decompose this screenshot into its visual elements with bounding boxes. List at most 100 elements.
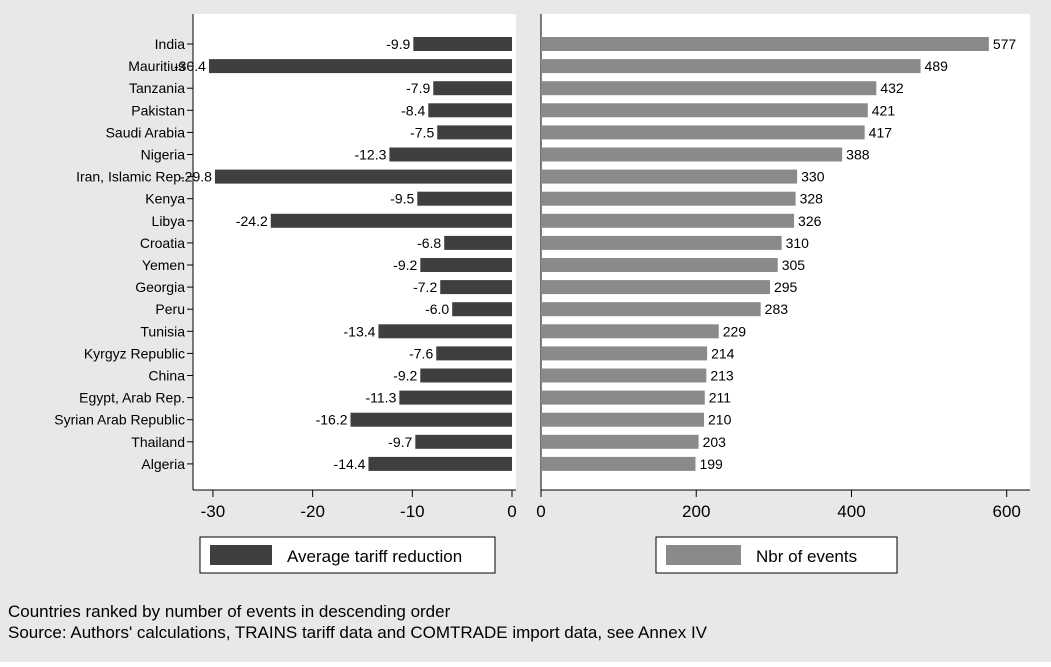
events-bar <box>541 103 868 118</box>
category-label: Syrian Arab Republic <box>54 412 185 428</box>
events-value-label: 328 <box>800 191 824 207</box>
tariff-value-label: -8.4 <box>401 102 425 118</box>
note-ranking: Countries ranked by number of events in … <box>8 602 451 621</box>
tariff-bar <box>208 59 513 74</box>
category-label: China <box>148 368 185 384</box>
tariff-value-label: -13.4 <box>344 323 376 339</box>
tariff-x-tick-label: -10 <box>400 502 425 521</box>
tariff-value-label: -7.2 <box>413 279 437 295</box>
events-x-tick-label: 0 <box>536 502 545 521</box>
events-value-label: 388 <box>846 147 870 163</box>
events-x-tick-label: 400 <box>837 502 865 521</box>
events-bar <box>541 37 989 51</box>
tariff-x-tick-label: 0 <box>507 502 516 521</box>
tariff-value-label: -29.8 <box>180 169 212 185</box>
category-label: Kyrgyz Republic <box>84 345 185 361</box>
tariff-value-label: -6.8 <box>417 235 441 251</box>
category-label: Libya <box>152 213 186 229</box>
tariff-x-tick-label: -30 <box>201 502 226 521</box>
tariff-bar <box>428 103 513 118</box>
tariff-bar <box>440 280 513 295</box>
category-label: Yemen <box>142 257 185 273</box>
events-bar <box>541 59 921 74</box>
category-label: Saudi Arabia <box>106 124 186 140</box>
events-value-label: 489 <box>925 58 949 74</box>
tariff-bar <box>417 191 513 206</box>
events-bar <box>541 456 696 471</box>
events-value-label: 295 <box>774 279 798 295</box>
tariff-value-label: -7.9 <box>406 80 430 96</box>
events-panel: 0 200 400 600 577 489 432 421 417 388 330 328 326 310… <box>536 14 1030 574</box>
tariff-bar <box>399 390 513 405</box>
tariff-bar <box>420 258 513 272</box>
tariff-value-label: -7.6 <box>409 345 433 361</box>
tariff-value-label: -16.2 <box>316 412 348 428</box>
tariff-bar <box>214 169 513 184</box>
category-label: Croatia <box>140 235 185 251</box>
category-label: Tunisia <box>140 323 185 339</box>
category-label: Pakistan <box>131 102 185 118</box>
category-label: Tanzania <box>129 80 185 96</box>
category-label: Mauritius <box>128 58 185 74</box>
events-value-label: 417 <box>869 124 893 140</box>
tariff-bar <box>437 125 513 140</box>
tariff-value-label: -14.4 <box>334 456 366 472</box>
events-value-label: 214 <box>711 345 735 361</box>
events-bar <box>541 280 770 295</box>
events-value-label: 203 <box>703 434 727 450</box>
tariff-bar <box>436 346 513 361</box>
category-label: Peru <box>155 301 185 317</box>
tariff-bar <box>444 235 513 250</box>
events-value-label: 421 <box>872 102 896 118</box>
events-bar <box>541 368 707 383</box>
tariff-x-tick-label: -20 <box>300 502 325 521</box>
chart-notes: Countries ranked by number of events in … <box>8 602 708 642</box>
events-value-label: 310 <box>786 235 810 251</box>
events-x-tick-label: 200 <box>682 502 710 521</box>
events-x-tick-label: 600 <box>993 502 1021 521</box>
events-bar <box>541 390 705 405</box>
note-source: Source: Authors' calculations, TRAINS ta… <box>8 623 708 642</box>
events-legend-swatch <box>666 545 741 565</box>
events-bar <box>541 169 798 184</box>
events-bar <box>541 324 719 339</box>
tariff-bar <box>368 456 513 471</box>
category-label: Georgia <box>135 279 185 295</box>
category-label: Algeria <box>141 456 185 472</box>
events-bar <box>541 213 795 228</box>
category-label: Egypt, Arab Rep. <box>79 390 185 406</box>
tariff-panel: -30 -20 -10 0-9.9India-30.4Mauritius-7.9Tan… <box>54 14 517 574</box>
tariff-bar <box>415 434 513 449</box>
category-label: India <box>155 36 186 52</box>
events-bar <box>541 412 704 427</box>
events-value-label: 210 <box>708 412 732 428</box>
events-value-label: 213 <box>710 368 734 384</box>
events-value-label: 305 <box>782 257 806 273</box>
events-value-label: 326 <box>798 213 822 229</box>
events-bar <box>541 125 865 140</box>
events-value-label: 330 <box>801 169 825 185</box>
events-value-label: 577 <box>993 36 1017 52</box>
events-legend-label: Nbr of events <box>756 547 857 566</box>
category-label: Kenya <box>145 191 185 207</box>
events-bar <box>541 147 843 162</box>
tariff-value-label: -9.2 <box>393 257 417 273</box>
category-label: Iran, Islamic Rep. <box>76 169 185 185</box>
tariff-legend-label: Average tariff reduction <box>287 547 462 566</box>
events-bar <box>541 346 708 361</box>
events-bar <box>541 191 796 206</box>
tariff-value-label: -24.2 <box>236 213 268 229</box>
tariff-bar <box>378 324 513 339</box>
events-value-label: 283 <box>765 301 789 317</box>
tariff-legend: Average tariff reduction <box>199 536 496 574</box>
events-value-label: 199 <box>699 456 723 472</box>
events-value-label: 211 <box>709 390 732 406</box>
tariff-value-label: -9.9 <box>386 36 410 52</box>
tariff-value-label: -9.2 <box>393 368 417 384</box>
tariff-bar <box>270 213 513 228</box>
tariff-bar <box>350 412 513 427</box>
tariff-value-label: -11.3 <box>365 390 396 406</box>
events-legend: Nbr of events <box>655 536 898 574</box>
